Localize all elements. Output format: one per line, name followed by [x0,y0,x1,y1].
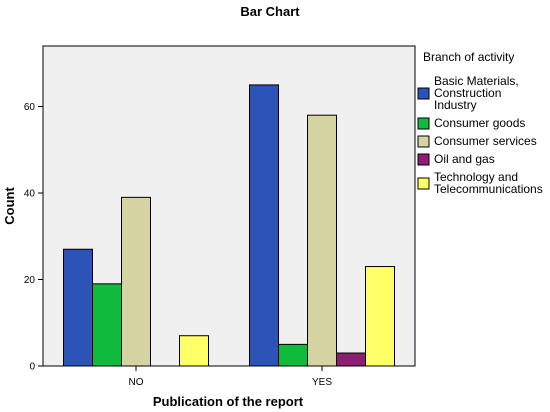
legend-title: Branch of activity [423,50,514,64]
y-axis: 0 20 40 60 [24,102,43,373]
bar-no-series-4 [179,335,209,367]
y-tick-label: 20 [24,275,36,286]
x-tick-label-yes: YES [312,377,332,388]
y-tick-label: 40 [24,189,36,200]
legend-label-2: Consumer services [434,134,537,148]
legend-swatch-2 [417,135,430,148]
legend-label-3: Oil and gas [434,152,495,166]
y-tick-label: 0 [29,362,35,373]
x-axis: NO YES [129,366,332,388]
legend-label-0: Basic Materials, Construction Industry [434,74,519,112]
legend: Branch of activity Basic Materials, Const… [417,50,543,196]
x-tick-label-no: NO [129,377,144,388]
bar-yes-series-1 [278,343,308,367]
bar-yes-series-2 [307,114,337,367]
bar-yes-series-3 [336,352,366,367]
bar-yes-series-0 [249,84,279,367]
legend-swatch-3 [417,153,430,166]
bar-no-series-0 [63,248,93,367]
bar-no-series-1 [92,283,122,367]
legend-swatch-4 [417,177,430,190]
legend-swatch-1 [417,117,430,130]
legend-label-1: Consumer goods [434,116,525,130]
y-tick-label: 60 [24,102,36,113]
y-axis-title: Count [2,187,17,225]
chart-title: Bar Chart [240,4,300,19]
legend-label-4: Technology and Telecommunications [434,170,543,196]
bars-group [63,84,395,367]
bar-no-series-2 [121,196,151,367]
x-axis-title: Publication of the report [153,394,304,409]
bar-yes-series-4 [365,266,395,367]
legend-swatch-0 [417,87,430,100]
